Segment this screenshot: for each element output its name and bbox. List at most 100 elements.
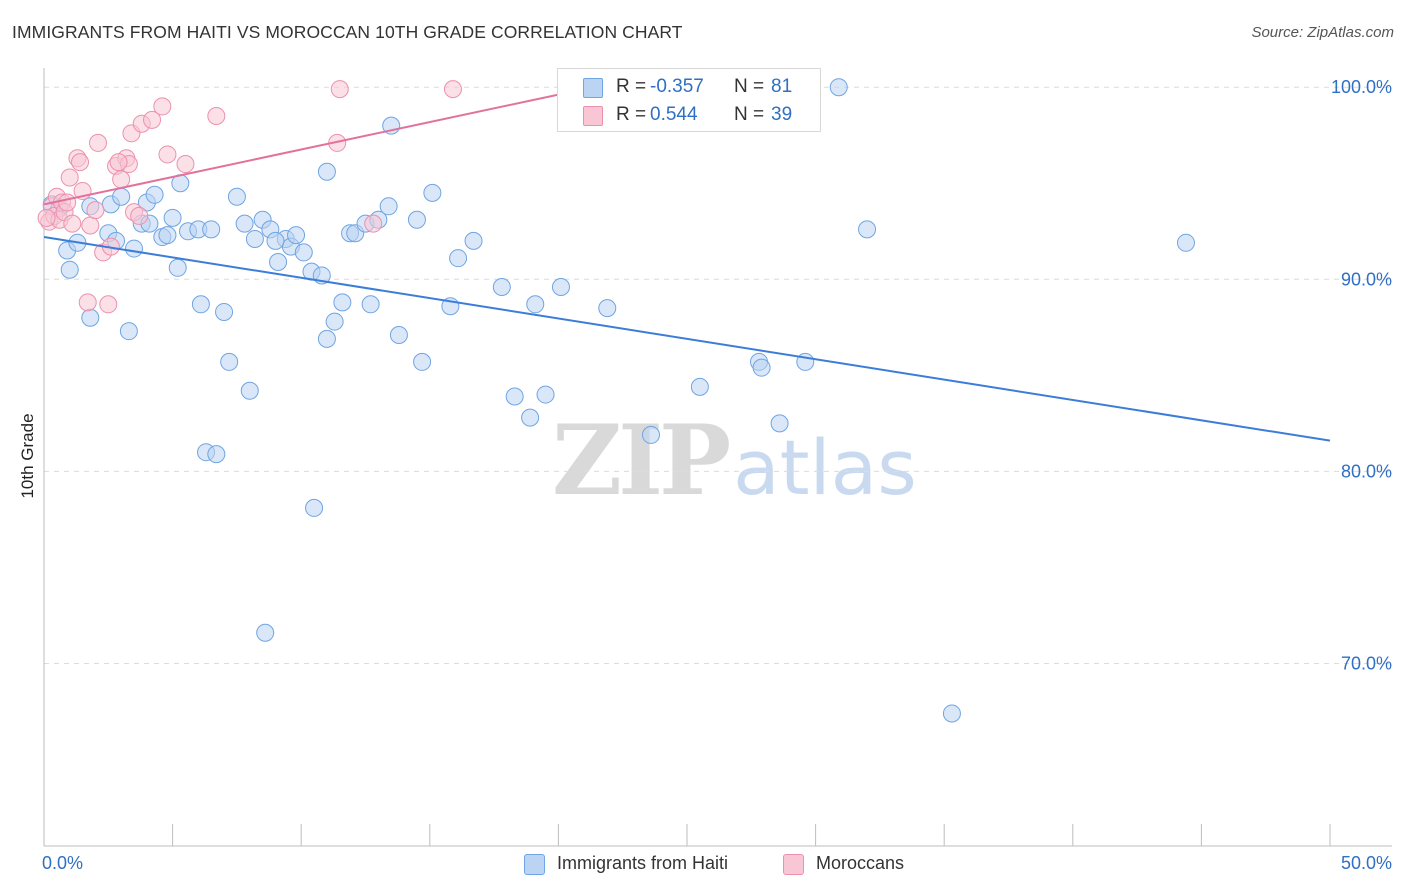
r-value-haiti: -0.357 [650,76,704,97]
data-point-haiti [325,312,344,331]
y-tick-label: 90.0% [1341,269,1392,289]
data-point-moroccans [86,201,105,220]
data-point-haiti [521,408,540,427]
data-point-haiti [168,258,187,277]
r-label: R = [616,76,647,97]
data-point-moroccans [364,214,383,233]
r-label: R = [616,104,647,125]
y-tick-label: 80.0% [1341,461,1392,481]
data-point-haiti [112,187,131,206]
y-tick-label: 70.0% [1341,654,1392,674]
data-point-haiti [81,308,100,327]
watermark: ZIPatlas [552,404,917,517]
data-point-haiti [158,226,177,245]
data-point-haiti [379,197,398,216]
watermark-zip: ZIP [552,404,731,517]
data-point-haiti [413,352,432,371]
data-point-haiti [294,243,313,262]
data-point-moroccans [158,145,177,164]
trend-line-haiti [43,236,1331,442]
data-point-moroccans [60,168,79,187]
stats-legend-row-moroccans: R = 0.544 N = 39 [558,101,820,129]
data-point-haiti [245,229,264,248]
data-point-moroccans [78,293,97,312]
data-point-haiti [207,445,226,464]
data-point-haiti [526,295,545,314]
data-point-moroccans [207,107,226,126]
data-point-moroccans [143,110,162,129]
watermark-atlas: atlas [733,423,917,512]
data-point-haiti [449,249,468,268]
data-point-haiti [163,208,182,227]
data-point-moroccans [81,216,100,235]
data-point-haiti [551,277,570,296]
legend-swatch-moroccans [583,106,603,126]
stats-legend: R = -0.357 N = 81 R = 0.544 N = 39 [557,68,821,132]
data-point-haiti [202,220,221,239]
data-point-haiti [125,239,144,258]
data-point-moroccans [71,153,90,172]
data-point-moroccans [58,193,77,212]
data-point-moroccans [37,208,56,227]
y-tick-label: 100.0% [1331,77,1392,97]
data-point-haiti [191,295,210,314]
data-point-haiti [829,78,848,97]
data-point-haiti [423,183,442,202]
data-point-haiti [641,425,660,444]
data-point-haiti [598,299,617,318]
source-label: Source: ZipAtlas.com [1251,24,1394,41]
data-point-haiti [305,498,324,517]
data-point-haiti [858,220,877,239]
data-point-haiti [235,214,254,233]
legend-swatch-haiti [583,78,603,98]
data-point-haiti [942,704,961,723]
legend-marker-haiti [524,854,545,875]
data-point-haiti [1176,233,1195,252]
data-point-haiti [266,231,285,250]
r-value-moroccans: 0.544 [650,104,698,125]
data-point-haiti [770,414,789,433]
stats-legend-row-haiti: R = -0.357 N = 81 [558,73,820,101]
x-tick-label: 0.0% [42,853,83,873]
data-point-haiti [145,185,164,204]
data-point-haiti [505,387,524,406]
data-point-moroccans [109,153,128,172]
data-point-haiti [256,623,275,642]
data-point-haiti [60,260,79,279]
data-point-moroccans [63,214,82,233]
data-point-haiti [317,329,336,348]
n-value-haiti: 81 [771,76,793,97]
legend-marker-moroccans [783,854,804,875]
data-point-moroccans [112,170,131,189]
n-label: N = [734,76,765,97]
data-point-haiti [287,226,306,245]
data-point-haiti [215,302,234,321]
data-point-haiti [361,295,380,314]
data-point-haiti [464,231,483,250]
series-legend: Immigrants from Haiti Moroccans [0,852,1406,878]
data-point-haiti [317,162,336,181]
data-point-haiti [119,322,138,341]
data-point-haiti [333,293,352,312]
data-point-moroccans [89,133,108,152]
n-label: N = [734,104,765,125]
legend-label-haiti: Immigrants from Haiti [557,853,729,873]
data-point-haiti [389,326,408,345]
legend-label-moroccans: Moroccans [816,853,905,873]
data-point-haiti [220,352,239,371]
data-point-haiti [690,377,709,396]
data-point-haiti [269,253,288,272]
trend-line-moroccans [43,88,585,206]
data-point-haiti [407,210,426,229]
data-point-haiti [752,358,771,377]
data-point-moroccans [99,295,118,314]
x-tick-label: 50.0% [1341,853,1392,873]
data-point-moroccans [176,155,195,174]
data-point-haiti [240,381,259,400]
data-point-moroccans [153,97,172,116]
n-value-moroccans: 39 [771,104,793,125]
data-point-haiti [536,385,555,404]
data-point-haiti [227,187,246,206]
data-point-moroccans [443,80,462,99]
